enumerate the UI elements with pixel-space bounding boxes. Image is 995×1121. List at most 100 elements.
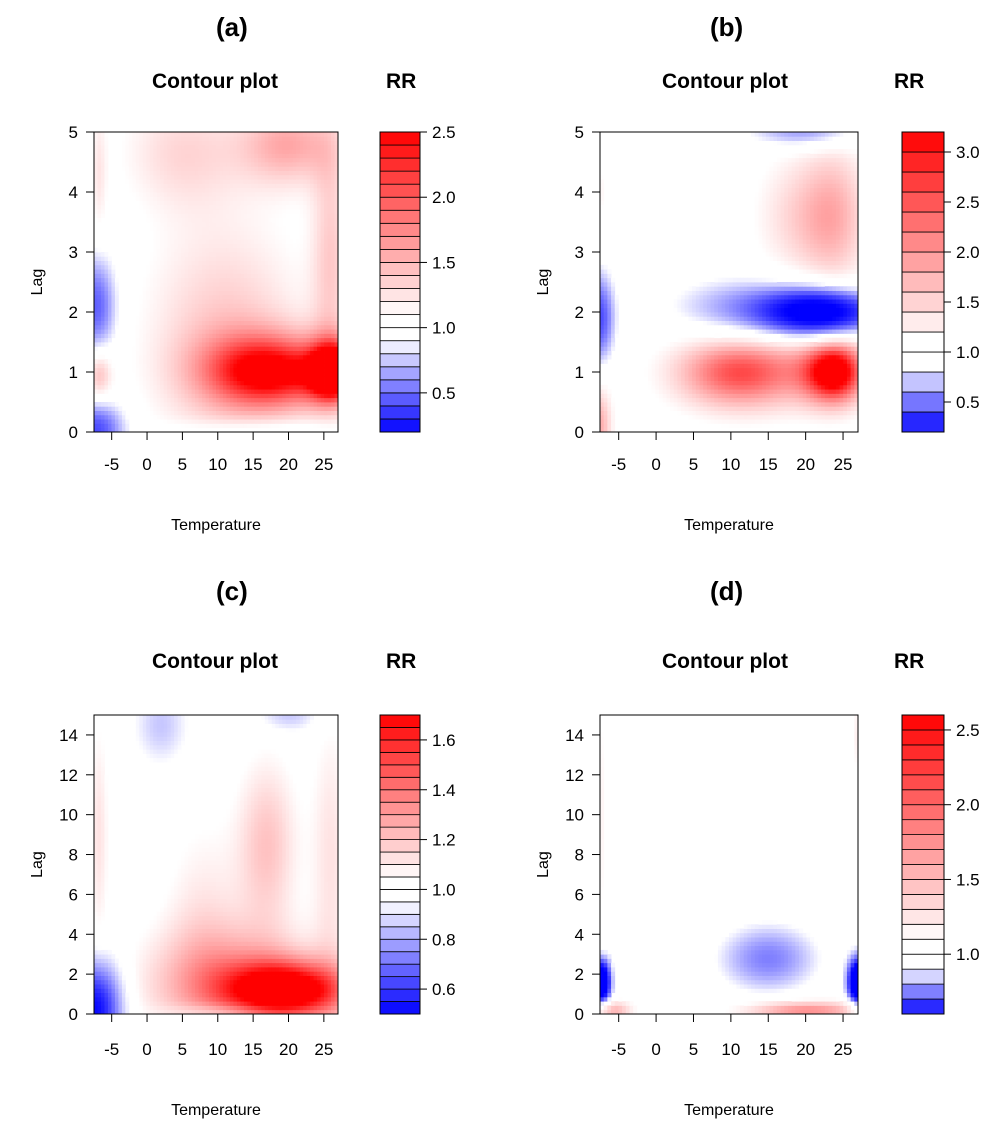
contour-cell: [247, 157, 252, 163]
contour-cell: [219, 282, 224, 287]
contour-cell: [306, 269, 311, 274]
contour-cell: [167, 350, 172, 356]
contour-cell: [278, 329, 283, 334]
contour-cell: [146, 269, 151, 274]
contour-cell: [250, 350, 255, 356]
contour-cell: [209, 346, 213, 351]
contour-cell: [184, 316, 189, 321]
contour-cell: [94, 402, 98, 407]
contour-cell: [278, 324, 283, 330]
contour-cell: [167, 213, 172, 219]
contour-cell: [310, 269, 314, 274]
contour-cell: [721, 363, 726, 369]
contour-cell: [236, 363, 241, 369]
contour-cell: [209, 200, 213, 206]
contour-cell: [139, 299, 144, 304]
contour-cell: [233, 290, 238, 296]
contour-cell: [167, 179, 172, 184]
contour-cell: [243, 333, 248, 339]
contour-cell: [205, 367, 210, 373]
contour-cell: [167, 247, 172, 253]
contour-cell: [184, 350, 189, 356]
contour-cell: [282, 303, 287, 309]
contour-cell: [310, 307, 314, 313]
contour-cell: [254, 192, 259, 197]
contour-cell: [100, 153, 105, 159]
contour-cell: [331, 316, 335, 321]
contour-cell: [156, 346, 161, 351]
contour-cell: [142, 162, 147, 167]
contour-cell: [167, 333, 172, 339]
contour-cell: [247, 132, 252, 137]
contour-cell: [289, 376, 294, 381]
contour-cell: [160, 312, 165, 317]
contour-cell: [226, 269, 231, 274]
contour-cell: [688, 354, 693, 360]
contour-cell: [261, 320, 266, 326]
contour-cell: [275, 136, 280, 141]
contour-cell: [247, 226, 252, 231]
contour-cell: [104, 423, 109, 429]
contour-cell: [275, 230, 280, 236]
contour-cell: [170, 294, 175, 300]
contour-cell: [240, 256, 245, 261]
contour-cell: [334, 209, 339, 214]
contour-cell: [721, 423, 726, 429]
contour-cell: [725, 286, 730, 291]
contour-cell: [236, 380, 241, 386]
contour-cell: [184, 144, 189, 150]
contour-cell: [268, 204, 273, 210]
contour-cell: [149, 402, 154, 407]
contour-cell: [188, 132, 192, 137]
contour-cell: [222, 234, 227, 240]
contour-cell: [334, 226, 339, 231]
contour-cell: [292, 372, 297, 377]
contour-cell: [149, 294, 154, 300]
contour-cell: [181, 196, 186, 201]
contour-cell: [261, 367, 266, 373]
contour-cell: [170, 230, 175, 236]
contour-cell: [603, 324, 608, 330]
contour-cell: [317, 247, 321, 253]
contour-cell: [149, 213, 154, 219]
contour-cell: [271, 423, 276, 429]
contour-cell: [327, 144, 332, 150]
contour-cell: [104, 166, 109, 171]
contour-cell: [212, 192, 217, 197]
contour-cell: [320, 367, 325, 373]
contour-cell: [250, 153, 255, 159]
contour-cell: [205, 213, 210, 219]
contour-cell: [299, 230, 304, 236]
contour-fill: [94, 132, 339, 433]
contour-cell: [153, 187, 158, 193]
contour-cell: [135, 329, 140, 334]
contour-cell: [198, 166, 203, 171]
contour-cell: [275, 269, 280, 274]
contour-cell: [219, 264, 224, 270]
contour-cell: [257, 144, 262, 150]
contour-cell: [107, 372, 112, 377]
contour-cell: [191, 402, 196, 407]
contour-cell: [647, 372, 652, 377]
contour-cell: [250, 419, 255, 424]
contour-cell: [243, 337, 248, 343]
contour-cell: [163, 354, 168, 360]
contour-cell: [146, 170, 151, 176]
contour-cell: [327, 410, 332, 416]
contour-cell: [163, 157, 168, 163]
contour-cell: [135, 342, 140, 347]
contour-cell: [268, 337, 273, 343]
contour-cell: [160, 213, 165, 219]
contour-cell: [261, 136, 266, 141]
contour-cell: [195, 183, 199, 189]
contour-cell: [313, 179, 318, 184]
contour-cell: [114, 299, 119, 304]
contour-cell: [282, 247, 287, 253]
contour-cell: [243, 230, 248, 236]
contour-cell: [229, 397, 234, 403]
contour-cell: [146, 187, 151, 193]
contour-cell: [306, 337, 311, 343]
contour-cell: [205, 337, 210, 343]
contour-cell: [184, 286, 189, 291]
contour-cell: [107, 264, 112, 270]
